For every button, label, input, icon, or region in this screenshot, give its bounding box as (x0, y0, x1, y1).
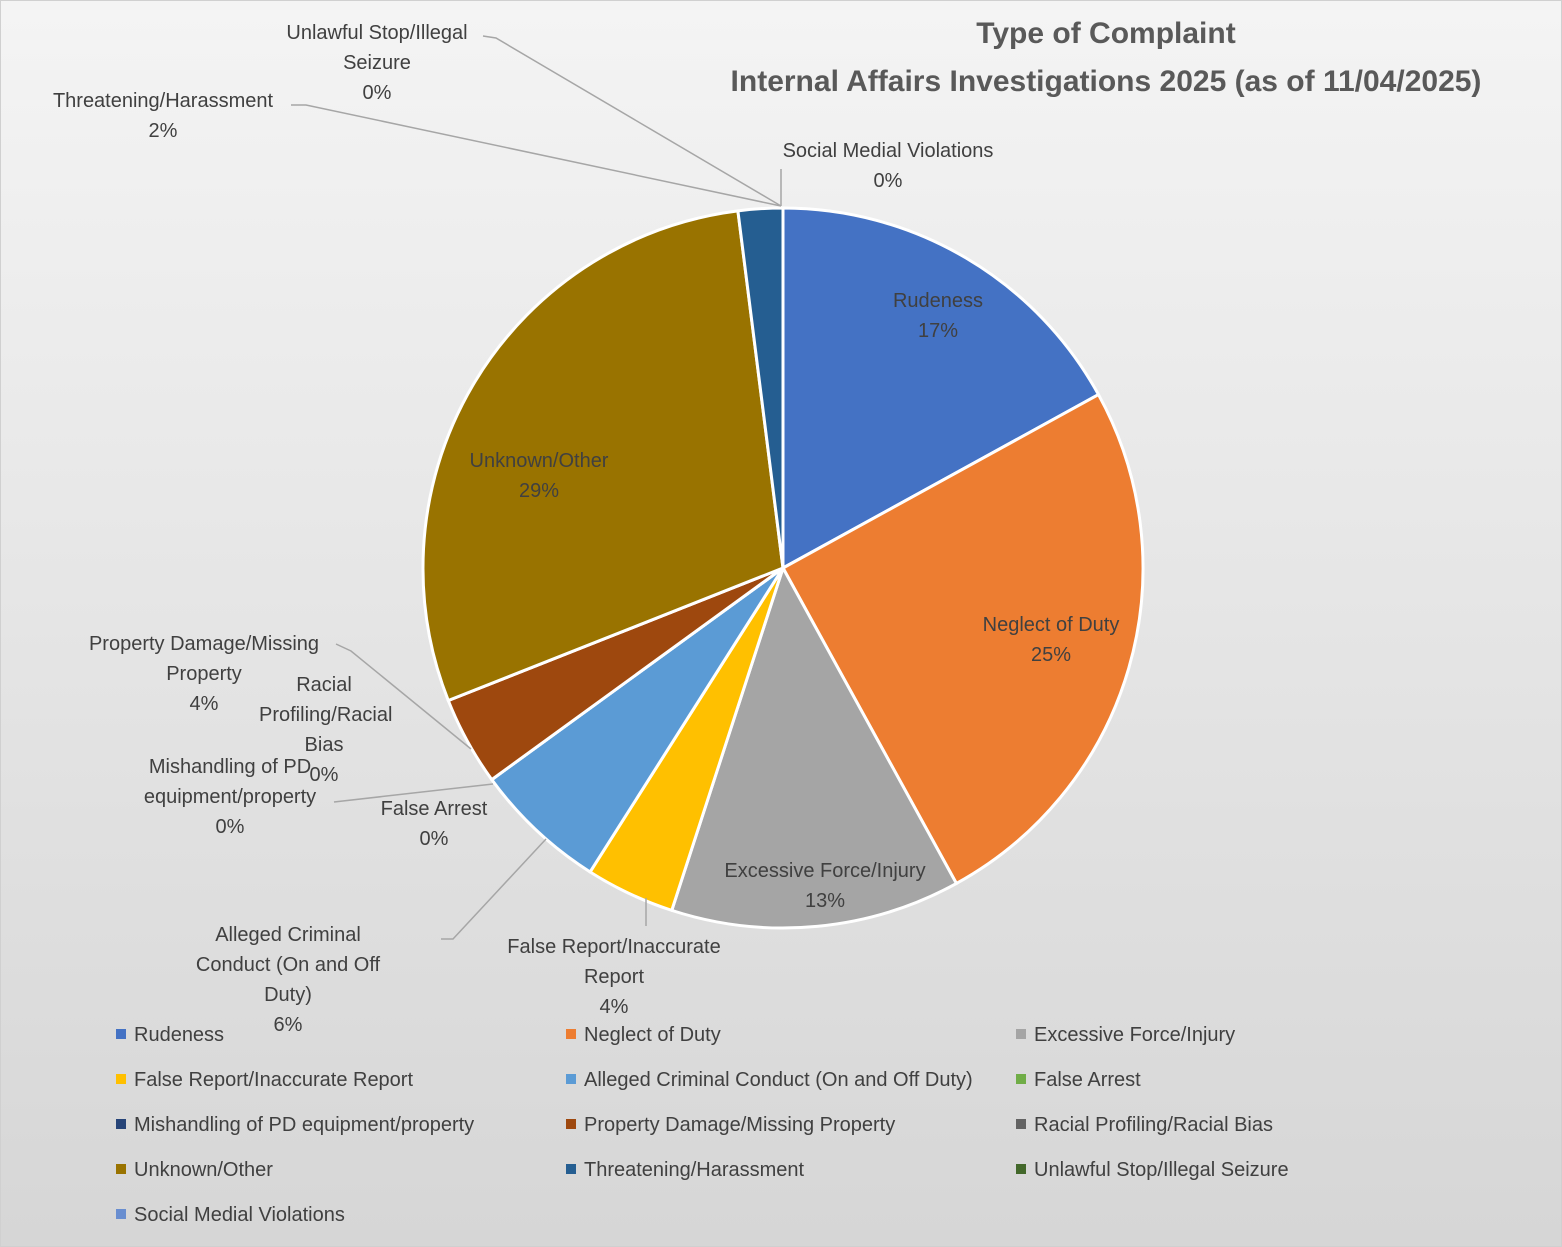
leader-line (335, 643, 472, 750)
pie-slice (781, 393, 1145, 885)
legend-label: False Report/Inaccurate Report (134, 1069, 414, 1091)
data-label-name: Unlawful Stop/Illegal Seizure (286, 22, 468, 74)
data-label-value: 4% (189, 693, 219, 715)
data-label: Threatening/Harassment 2% (28, 86, 298, 146)
legend-swatch (1016, 1119, 1026, 1129)
legend-swatch (566, 1074, 576, 1084)
legend-swatch (116, 1209, 126, 1219)
data-label-name: Rudeness (892, 290, 984, 312)
data-label: Rudeness 17% (828, 286, 1048, 346)
leader-line (441, 838, 547, 940)
legend-label: Racial Profiling/Racial Bias (1034, 1114, 1273, 1136)
data-label: Social Medial Violations 0% (748, 136, 1028, 196)
legend-label: Alleged Criminal Conduct (On and Off Dut… (584, 1069, 973, 1091)
legend-swatch (116, 1074, 126, 1084)
pie-slice (670, 566, 958, 930)
data-label-value: 0% (215, 816, 245, 838)
legend-swatch (116, 1164, 126, 1174)
data-label: Unknown/Other 29% (429, 446, 649, 506)
data-label-value: 4% (599, 996, 629, 1018)
data-label: Alleged Criminal Conduct (On and Off Dut… (183, 920, 393, 1040)
legend-swatch (566, 1164, 576, 1174)
data-label-name: Excessive Force/Injury (724, 860, 926, 882)
legend-item: Racial Profiling/Racial Bias (1016, 1113, 1273, 1137)
legend-label: Unlawful Stop/Illegal Seizure (1034, 1159, 1289, 1181)
pie-slice (781, 206, 1100, 570)
legend-swatch (1016, 1074, 1026, 1084)
legend-label: Excessive Force/Injury (1034, 1024, 1236, 1046)
data-label-value: 6% (273, 1014, 303, 1036)
data-label: Neglect of Duty 25% (941, 610, 1161, 670)
legend-item: Alleged Criminal Conduct (On and Off Dut… (566, 1068, 973, 1092)
data-label-value: 0% (873, 170, 903, 192)
data-label-value: 29% (518, 480, 560, 502)
legend-item: Unknown/Other (116, 1158, 273, 1182)
data-label-value: 0% (309, 764, 339, 786)
legend-label: Threatening/Harassment (584, 1159, 805, 1181)
data-label: False Report/Inaccurate Report 4% (484, 932, 744, 1022)
legend-label: Social Medial Violations (134, 1204, 345, 1226)
data-label-name: Threatening/Harassment (52, 90, 274, 112)
legend-label: Rudeness (134, 1024, 225, 1046)
leader-line (333, 783, 494, 803)
legend-item: Rudeness (116, 1023, 224, 1047)
data-label: Mishandling of PD equipment/property 0% (115, 752, 345, 842)
data-label-name: False Arrest (380, 798, 488, 820)
legend-label: Mishandling of PD equipment/property (134, 1114, 475, 1136)
legend-item: Unlawful Stop/Illegal Seizure (1016, 1158, 1289, 1182)
legend-swatch (116, 1119, 126, 1129)
legend-swatch (116, 1029, 126, 1039)
pie-slice (490, 566, 785, 874)
legend-swatch (566, 1119, 576, 1129)
legend-label: Neglect of Duty (584, 1024, 721, 1046)
data-label: False Arrest 0% (359, 794, 509, 854)
chart-title: Type of Complaint (976, 17, 1236, 50)
leader-line (482, 35, 782, 207)
legend-swatch (566, 1029, 576, 1039)
data-label-value: 17% (917, 320, 959, 342)
legend-swatch (1016, 1029, 1026, 1039)
legend-item: Social Medial Violations (116, 1203, 345, 1227)
legend-label: Property Damage/Missing Property (584, 1114, 896, 1136)
data-label-value: 0% (419, 828, 449, 850)
data-label-name: Mishandling of PD equipment/property (143, 756, 317, 808)
chart-subtitle: Internal Affairs Investigations 2025 (as… (730, 65, 1482, 98)
legend-item: Mishandling of PD equipment/property (116, 1113, 474, 1137)
legend-item: Threatening/Harassment (566, 1158, 804, 1182)
data-label-name: Property Damage/Missing Property (88, 633, 320, 685)
legend-item: False Report/Inaccurate Report (116, 1068, 413, 1092)
legend-item: Neglect of Duty (566, 1023, 721, 1047)
data-label-name: False Report/Inaccurate Report (507, 936, 721, 988)
data-label: Unlawful Stop/Illegal Seizure 0% (262, 18, 492, 108)
leader-line (291, 104, 782, 207)
data-label: Excessive Force/Injury 13% (685, 856, 965, 916)
legend-swatch (1016, 1164, 1026, 1174)
data-label-name: Alleged Criminal Conduct (On and Off Dut… (195, 924, 381, 1006)
legend-item: Excessive Force/Injury (1016, 1023, 1235, 1047)
pie-slice (421, 209, 785, 703)
legend-item: False Arrest (1016, 1068, 1141, 1092)
data-label-name: Racial Profiling/Racial Bias (259, 674, 393, 756)
data-label-value: 13% (804, 890, 846, 912)
legend-label: False Arrest (1034, 1069, 1141, 1091)
data-label-name: Neglect of Duty (982, 614, 1120, 636)
data-label-value: 0% (362, 82, 392, 104)
data-label: Racial Profiling/Racial Bias 0% (259, 670, 393, 790)
data-label-value: 25% (1030, 644, 1072, 666)
data-label: Property Damage/Missing Property 4% (59, 629, 349, 719)
data-label-value: 2% (148, 120, 178, 142)
legend-label: Unknown/Other (134, 1159, 273, 1181)
data-label-name: Social Medial Violations (782, 140, 994, 162)
legend-item: Property Damage/Missing Property (566, 1113, 895, 1137)
data-label-name: Unknown/Other (469, 450, 609, 472)
